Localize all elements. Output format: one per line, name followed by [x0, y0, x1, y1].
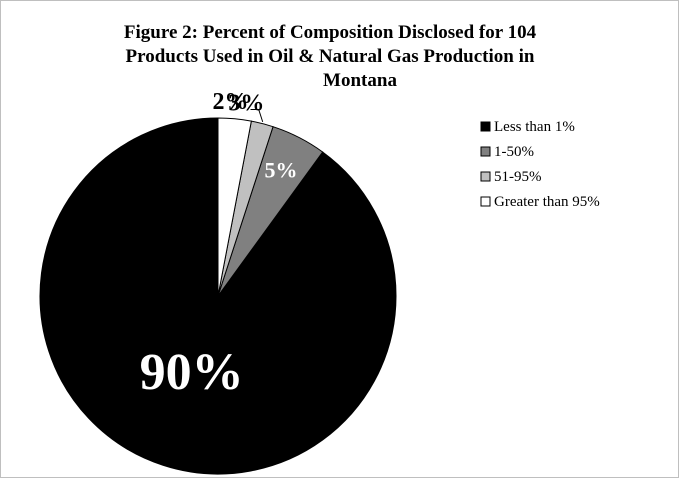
chart-title-line-2: Products Used in Oil & Natural Gas Produ… [126, 46, 535, 67]
chart-title: Figure 2: Percent of Composition Disclos… [124, 22, 537, 91]
legend-swatch-1 [480, 121, 491, 132]
data-label-4: 3% [228, 91, 264, 117]
data-label-1: 90% [140, 344, 244, 401]
data-label-2: 5% [265, 157, 298, 182]
chart-title-line-3: Montana [323, 70, 397, 91]
legend-label-4: Greater than 95% [494, 194, 600, 210]
leader-lines [250, 109, 264, 123]
data-label-3: 2% [213, 89, 249, 115]
legend: Less than 1% 1-50% 51-95% Greater than 95% [480, 119, 600, 210]
legend-swatch-3 [480, 171, 491, 182]
legend-swatch-4 [480, 196, 491, 207]
pie-slices [39, 117, 397, 475]
leader-line-3 [250, 109, 264, 123]
legend-swatch-2 [480, 146, 491, 157]
pie-slice-4 [217, 117, 252, 297]
legend-label-1: Less than 1% [494, 119, 575, 135]
pie-slice-1 [39, 117, 397, 475]
legend-label-3: 51-95% [494, 169, 542, 185]
legend-label-2: 1-50% [494, 144, 534, 160]
data-labels: 90% 5% 2%3% [140, 89, 298, 401]
chart-title-line-1: Figure 2: Percent of Composition Disclos… [124, 22, 537, 43]
